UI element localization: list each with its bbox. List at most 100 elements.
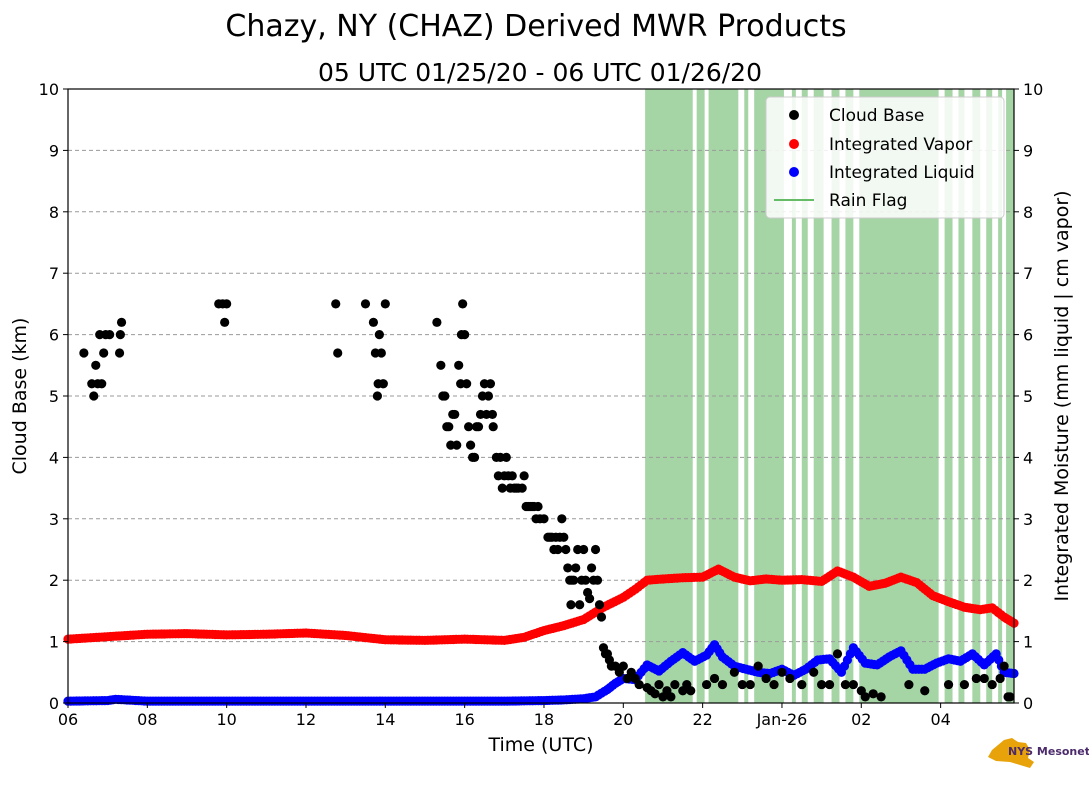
x-axis-ticks: 06 08 10 12 14 16 18 20 22 Jan-26 02 04 (58, 703, 951, 729)
right-tick-label: 1 (1023, 633, 1033, 652)
point-cloud-base (586, 563, 597, 573)
point-cloud-base (987, 679, 997, 690)
left-tick-label: 4 (49, 448, 59, 467)
chart-title: Chazy, NY (CHAZ) Derived MWR Products (225, 9, 846, 44)
point-cloud-base (579, 544, 589, 555)
point-cloud-base (432, 317, 442, 327)
point-cloud-base (497, 483, 507, 493)
point-cloud-base (785, 673, 795, 684)
point-cloud-base (777, 667, 787, 677)
point-cloud-base (840, 679, 851, 690)
point-cloud-base (654, 679, 664, 690)
point-cloud-base (666, 692, 676, 702)
point-cloud-base (557, 514, 567, 524)
rain-flag-band-5 (791, 89, 796, 703)
point-cloud-base (444, 422, 454, 432)
rain-flag-band-8 (831, 89, 840, 703)
point-cloud-base (561, 544, 571, 555)
legend-marker-cloud-base (789, 110, 799, 120)
point-cloud-base (105, 330, 115, 340)
x-tick-label: 06 (58, 710, 78, 729)
point-cloud-base (729, 667, 739, 677)
point-cloud-base (686, 686, 696, 696)
chart-subtitle: 05 UTC 01/25/20 - 06 UTC 01/26/20 (318, 58, 762, 87)
point-cloud-base (824, 679, 835, 690)
point-cloud-base (539, 514, 549, 524)
point-cloud-base (769, 679, 779, 690)
x-tick-label: 20 (613, 710, 633, 729)
point-cloud-base (220, 317, 230, 327)
series-layer (63, 299, 1019, 706)
point-cloud-base (566, 600, 576, 610)
point-cloud-base (584, 594, 595, 604)
right-tick-label: 10 (1023, 80, 1043, 99)
point-cloud-base (533, 501, 543, 512)
point-cloud-base (91, 360, 101, 370)
x-tick-label: 02 (851, 710, 871, 729)
point-cloud-base (717, 679, 728, 690)
x-tick-label: Jan-26 (756, 710, 808, 729)
point-cloud-base (487, 409, 498, 420)
left-tick-label: 1 (49, 633, 59, 652)
point-cloud-base (999, 661, 1009, 671)
point-cloud-base (519, 471, 529, 481)
point-cloud-base (488, 422, 498, 432)
point-cloud-base (868, 689, 878, 699)
point-cloud-base (575, 600, 585, 610)
point-cloud-base (753, 661, 763, 671)
x-tick-label: 16 (454, 710, 474, 729)
point-cloud-base (701, 679, 712, 690)
point-cloud-base (79, 348, 89, 358)
point-cloud-base (452, 440, 462, 450)
point-cloud-base (501, 452, 511, 462)
point-cloud-base (569, 575, 579, 585)
point-cloud-base (458, 299, 468, 309)
point-cloud-base (904, 679, 914, 690)
series-integrated-vapor (63, 564, 1019, 645)
point-cloud-base (848, 679, 858, 690)
right-tick-label: 9 (1023, 141, 1033, 160)
point-cloud-base (590, 544, 601, 555)
right-axis-ticks: 0 1 2 3 4 5 6 7 8 9 10 (1014, 80, 1043, 713)
rain-flag-band-14 (986, 89, 993, 703)
point-cloud-base (876, 692, 886, 702)
point-cloud-base (360, 299, 371, 309)
right-tick-label: 5 (1023, 387, 1033, 406)
x-axis-label: Time (UTC) (487, 734, 593, 756)
point-cloud-base (507, 471, 517, 481)
left-tick-label: 8 (49, 203, 59, 222)
point-cloud-base (709, 673, 720, 684)
point-cloud-base (378, 379, 388, 389)
point-cloud-base (465, 440, 476, 450)
rain-flag-band-12 (958, 89, 965, 703)
x-tick-label: 18 (534, 710, 554, 729)
new-york-state-shape-icon (988, 738, 1034, 768)
point-cloud-base (450, 409, 460, 420)
point-cloud-base (473, 422, 484, 432)
point-cloud-base (115, 330, 125, 340)
x-tick-label: 14 (375, 710, 395, 729)
nys-mesonet-logo: NYS Mesonet (988, 738, 1089, 768)
legend-box (765, 96, 1005, 219)
point-cloud-base (995, 673, 1005, 684)
point-cloud-base (368, 317, 379, 327)
point-cloud-base (581, 575, 591, 585)
point-cloud-base (460, 330, 470, 340)
point-cloud-base (517, 483, 527, 493)
point-cloud-base (920, 686, 930, 696)
point-cloud-base (454, 360, 464, 370)
left-axis-label: Cloud Base (km) (9, 318, 31, 475)
point-cloud-base (594, 600, 605, 610)
point-cloud-base (89, 391, 99, 401)
left-tick-label: 5 (49, 387, 59, 406)
legend-label-rain-flag: Rain Flag (829, 191, 907, 211)
series-cloud-base (79, 299, 1015, 702)
rain-flag-band-11 (944, 89, 953, 703)
right-tick-label: 0 (1023, 694, 1033, 713)
x-tick-label: 12 (296, 710, 316, 729)
point-cloud-base (440, 391, 450, 401)
x-tick-label: 08 (137, 710, 157, 729)
point-cloud-base (797, 679, 807, 690)
point-cloud-base (469, 452, 480, 462)
